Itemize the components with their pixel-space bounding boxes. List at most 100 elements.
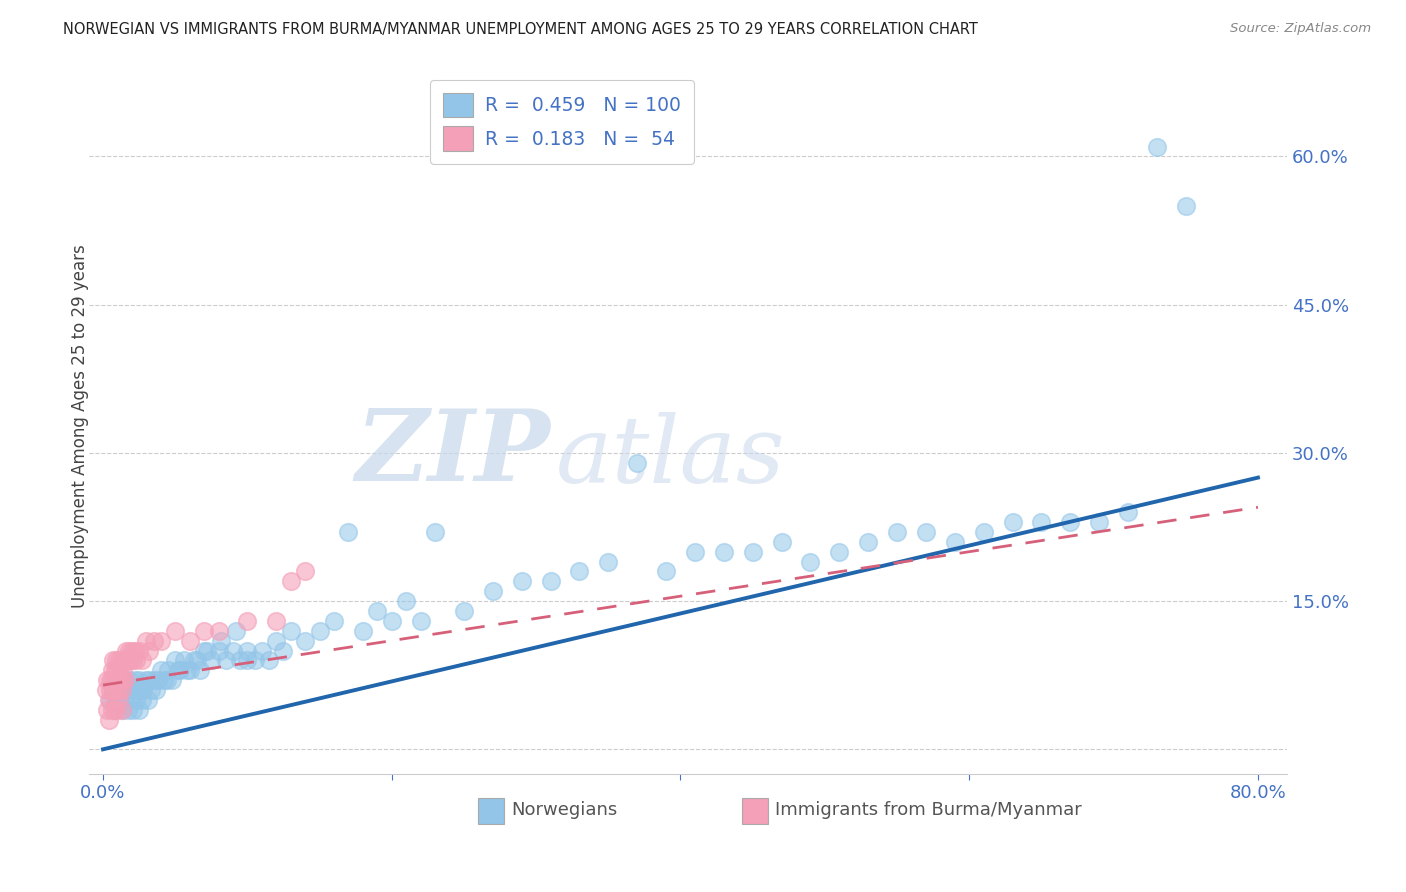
Point (683, 545, 706, 559)
Point (186, 653, 208, 667)
Point (183, 653, 205, 667)
Legend: R =  0.459   N = 100, R =  0.183   N =  54: R = 0.459 N = 100, R = 0.183 N = 54 (430, 80, 693, 163)
Point (135, 633, 157, 648)
Point (294, 633, 316, 648)
Point (142, 633, 165, 648)
Point (250, 643, 273, 657)
Point (162, 673, 184, 688)
Point (128, 703, 150, 717)
Text: ZIP: ZIP (354, 405, 550, 502)
Point (257, 653, 280, 667)
Point (120, 693, 142, 707)
Point (103, 703, 125, 717)
Point (97, 693, 120, 707)
Point (856, 534, 879, 549)
Point (1146, 139, 1168, 153)
Point (1001, 515, 1024, 529)
Point (165, 653, 187, 667)
Point (453, 604, 475, 618)
Point (142, 673, 165, 688)
Bar (478, 797, 505, 824)
Point (110, 673, 132, 688)
Point (121, 643, 143, 657)
Point (122, 653, 145, 667)
Point (105, 683, 128, 698)
Point (264, 614, 287, 628)
Point (107, 693, 129, 707)
Point (105, 703, 128, 717)
Point (112, 663, 135, 677)
Bar (741, 797, 768, 824)
Point (149, 663, 172, 677)
Point (117, 703, 139, 717)
Point (799, 555, 821, 569)
Point (138, 673, 160, 688)
Point (1088, 515, 1111, 529)
Point (114, 673, 136, 688)
Point (915, 524, 938, 539)
Point (96, 703, 118, 717)
Point (395, 594, 418, 608)
Text: Immigrants from Burma/Myanmar: Immigrants from Burma/Myanmar (775, 801, 1083, 819)
Point (294, 565, 316, 579)
Point (193, 643, 215, 657)
Point (243, 653, 266, 667)
Point (101, 653, 124, 667)
Point (124, 673, 146, 688)
Point (114, 693, 136, 707)
Point (120, 653, 142, 667)
Point (111, 683, 134, 698)
Point (94, 683, 117, 698)
Point (98, 693, 121, 707)
Point (337, 524, 360, 539)
Point (146, 673, 169, 688)
Point (156, 663, 179, 677)
Point (280, 624, 302, 638)
Point (886, 524, 908, 539)
Point (105, 693, 128, 707)
Point (115, 643, 138, 657)
Point (121, 683, 143, 698)
Point (169, 663, 191, 677)
Point (118, 643, 141, 657)
Point (236, 614, 259, 628)
Point (98, 683, 121, 698)
Point (229, 653, 252, 667)
Point (280, 574, 302, 589)
Y-axis label: Unemployment Among Ages 25 to 29 years: Unemployment Among Ages 25 to 29 years (72, 244, 89, 607)
Point (111, 703, 134, 717)
Point (568, 565, 591, 579)
Point (145, 683, 167, 698)
Text: atlas: atlas (555, 412, 786, 502)
Point (111, 653, 134, 667)
Point (110, 663, 132, 677)
Point (125, 693, 148, 707)
Point (308, 624, 330, 638)
Point (115, 683, 138, 698)
Point (112, 673, 135, 688)
Point (155, 673, 177, 688)
Point (105, 653, 128, 667)
Point (107, 673, 129, 688)
Point (138, 643, 160, 657)
Point (100, 663, 122, 677)
Point (655, 565, 678, 579)
Point (225, 624, 247, 638)
Point (131, 693, 153, 707)
Point (176, 663, 198, 677)
Point (482, 584, 505, 599)
Point (1174, 199, 1197, 213)
Point (122, 703, 145, 717)
Point (152, 673, 174, 688)
Point (236, 653, 259, 667)
Point (111, 703, 134, 717)
Point (188, 663, 211, 677)
Point (423, 524, 446, 539)
Point (100, 703, 122, 717)
Point (131, 653, 153, 667)
Point (352, 624, 374, 638)
Point (124, 643, 146, 657)
Point (323, 614, 346, 628)
Point (598, 555, 620, 569)
Point (209, 633, 232, 648)
